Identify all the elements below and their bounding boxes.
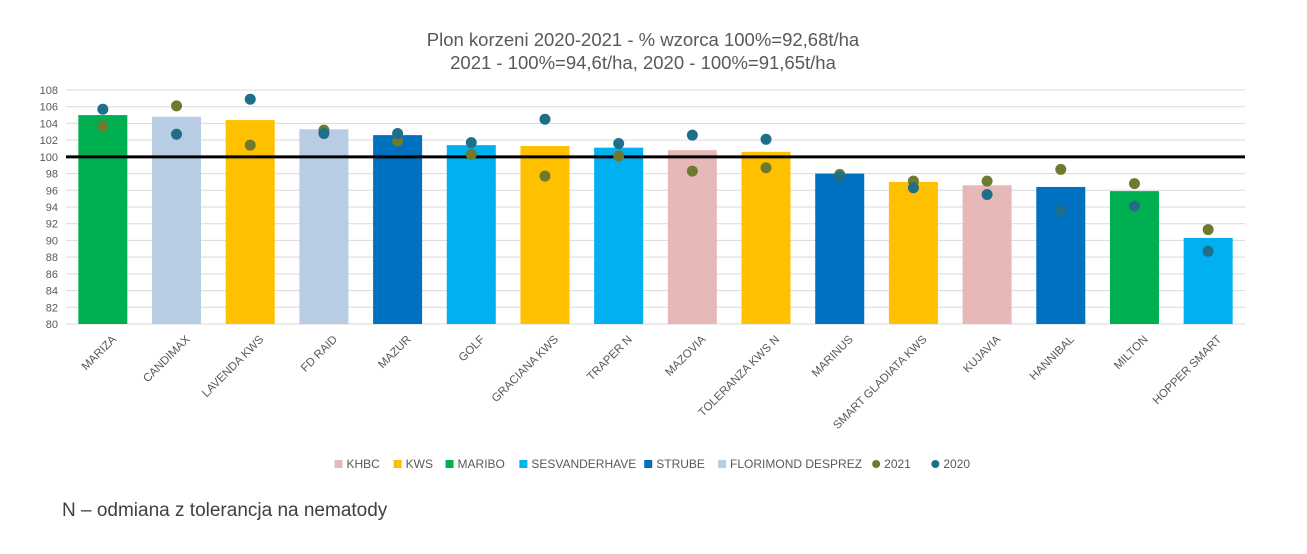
y-tick-label: 100 xyxy=(40,152,58,164)
point-2020 xyxy=(171,128,183,140)
x-tick-label: MILTON xyxy=(1112,334,1150,372)
legend-label: MARIBO xyxy=(458,457,505,471)
y-tick-label: 88 xyxy=(46,252,58,264)
point-2021 xyxy=(1055,163,1067,175)
point-2021 xyxy=(686,165,698,177)
x-tick-label: FD RAID xyxy=(299,334,340,375)
point-2021 xyxy=(1128,178,1140,190)
x-tick-label: TOLERANZA KWS N xyxy=(697,334,783,420)
y-tick-label: 82 xyxy=(46,302,58,314)
point-2021 xyxy=(760,162,772,174)
y-tick-label: 108 xyxy=(40,85,58,97)
point-2020 xyxy=(760,133,772,145)
point-2020 xyxy=(907,182,919,194)
legend-label: 2020 xyxy=(943,457,970,471)
x-tick-label: HANNIBAL xyxy=(1028,333,1078,383)
bar xyxy=(152,116,202,324)
x-tick-label: KUJAVIA xyxy=(961,333,1003,375)
legend: KHBC KWS MARIBO SESVANDERHAVE STRUBE FLORIMON… xyxy=(334,457,970,471)
bar xyxy=(225,120,275,324)
y-tick-label: 80 xyxy=(46,319,58,331)
x-tick-label: MAZOVIA xyxy=(663,333,708,378)
y-tick-label: 86 xyxy=(46,269,58,281)
y-tick-label: 106 xyxy=(40,102,58,114)
bar xyxy=(78,115,128,324)
x-tick-label: LAVENDA KWS xyxy=(200,333,266,399)
bar xyxy=(888,181,938,324)
x-tick-label: MARIZA xyxy=(80,333,119,372)
point-2020 xyxy=(1202,245,1214,257)
legend-marker xyxy=(931,460,940,468)
point-2020 xyxy=(981,188,993,200)
legend-marker xyxy=(519,460,528,468)
legend-label: 2021 xyxy=(884,457,911,471)
bars xyxy=(78,115,1233,324)
y-axis: 80 82 84 86 88 90 92 94 96 98 100 102 104 106 108 xyxy=(40,85,58,331)
point-2021 xyxy=(539,170,551,182)
x-tick-label: TRAPER N xyxy=(585,334,635,384)
legend-marker xyxy=(334,460,343,468)
bar xyxy=(1109,191,1159,324)
point-2020 xyxy=(539,113,551,125)
point-2021 xyxy=(1202,224,1214,236)
bar xyxy=(667,150,717,324)
legend-marker xyxy=(445,460,454,468)
y-tick-label: 104 xyxy=(40,118,58,130)
x-tick-label: GOLF xyxy=(457,334,488,365)
x-tick-label: MAZUR xyxy=(376,334,413,371)
y-tick-label: 90 xyxy=(46,235,58,247)
x-tick-label: HOPPER SMART xyxy=(1151,334,1224,407)
chart-subtitle: 2021 - 100%=94,6t/ha, 2020 - 100%=91,65t… xyxy=(450,52,836,73)
legend-marker xyxy=(644,460,653,468)
point-2021 xyxy=(171,100,183,112)
y-tick-label: 94 xyxy=(46,202,58,214)
point-2020 xyxy=(318,127,330,139)
point-2020 xyxy=(613,137,625,149)
legend-marker xyxy=(872,460,881,468)
x-tick-label: CANDIMAX xyxy=(141,333,193,385)
point-2020 xyxy=(1055,204,1067,216)
legend-marker xyxy=(718,460,727,468)
point-2021 xyxy=(613,150,625,162)
point-2021 xyxy=(97,120,109,132)
point-2020 xyxy=(834,171,846,183)
x-tick-label: MARINUS xyxy=(810,333,856,379)
scatter-points xyxy=(97,93,1214,257)
bar xyxy=(815,173,865,324)
bar xyxy=(373,135,423,324)
bar xyxy=(962,185,1012,324)
bar xyxy=(741,151,791,324)
x-axis: MARIZA CANDIMAX LAVENDA KWS FD RAID MAZUR GOL… xyxy=(80,333,1225,432)
y-tick-label: 98 xyxy=(46,169,58,181)
chart-title: Plon korzeni 2020-2021 - % wzorca 100%=9… xyxy=(427,29,860,50)
legend-label: SESVANDERHAVE xyxy=(531,457,636,471)
point-2020 xyxy=(244,93,256,105)
point-2020 xyxy=(686,129,698,141)
point-2020 xyxy=(392,127,404,139)
point-2021 xyxy=(981,175,993,187)
point-2020 xyxy=(465,137,477,149)
chart: Plon korzeni 2020-2021 - % wzorca 100%=9… xyxy=(40,29,1245,471)
legend-marker xyxy=(393,460,402,468)
y-tick-label: 102 xyxy=(40,135,58,147)
y-tick-label: 92 xyxy=(46,219,58,231)
y-tick-label: 84 xyxy=(46,286,58,298)
legend-label: STRUBE xyxy=(656,457,705,471)
bar xyxy=(446,145,496,324)
legend-label: KWS xyxy=(406,457,433,471)
legend-label: FLORIMOND DESPREZ xyxy=(730,457,862,471)
bar xyxy=(594,147,644,324)
x-tick-label: GRACIANA KWS xyxy=(490,333,562,405)
point-2020 xyxy=(1128,200,1140,212)
point-2021 xyxy=(465,148,477,160)
point-2020 xyxy=(97,103,109,115)
legend-label: KHBC xyxy=(346,457,380,471)
point-2021 xyxy=(244,139,256,151)
footnote: N – odmiana z tolerancja na nematody xyxy=(62,500,388,521)
bar xyxy=(299,129,349,324)
y-tick-label: 96 xyxy=(46,185,58,197)
point-2021 xyxy=(392,135,404,147)
